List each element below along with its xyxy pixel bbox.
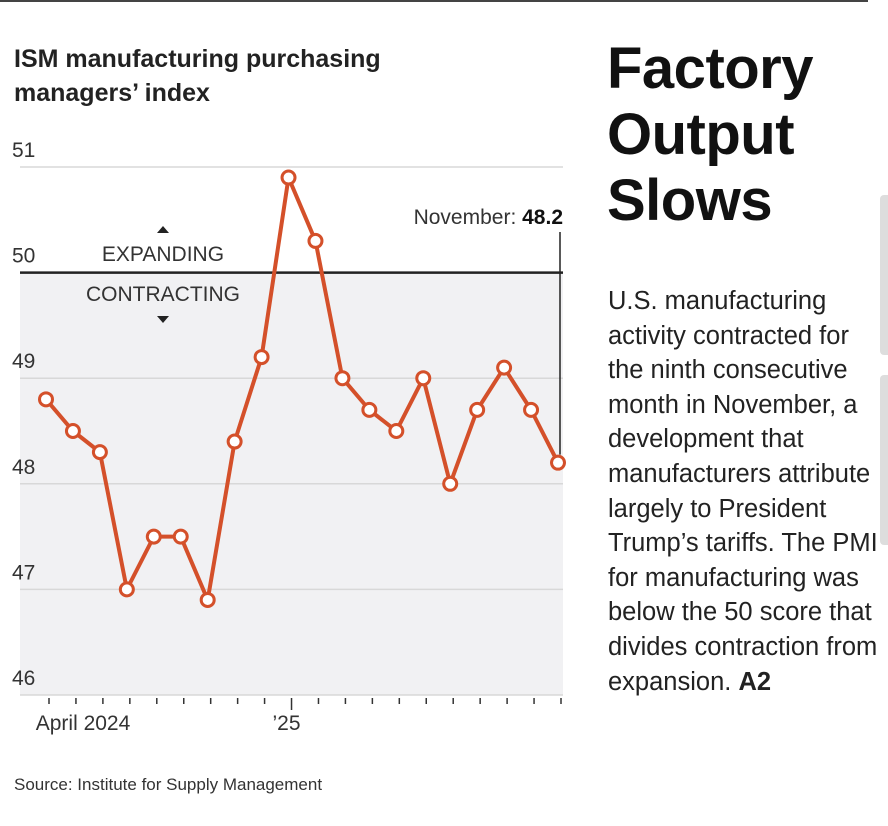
data-point: [145, 528, 162, 545]
data-point: [91, 444, 108, 461]
summary-text: U.S. manufacturing activity contracted f…: [608, 287, 878, 696]
data-point: [334, 370, 351, 387]
article-summary: U.S. manufacturing activity contracted f…: [608, 284, 883, 699]
chart: 46 47 48 49 50 51 April 2024 ’25 EXPANDING CONTRA…: [12, 139, 566, 735]
chart-source: Source: Institute for Supply Management: [14, 775, 323, 794]
data-point: [64, 423, 81, 439]
annotation-value: 48.2: [522, 206, 563, 229]
y-tick-label: 48: [12, 456, 35, 479]
data-point: [118, 581, 135, 598]
data-point: [38, 391, 54, 408]
contracting-label: CONTRACTING: [86, 283, 240, 306]
y-tick-label: 46: [12, 667, 35, 690]
y-tick-label: 50: [12, 245, 35, 268]
down-arrow-icon: [157, 316, 169, 323]
data-point: [550, 454, 566, 471]
data-point: [253, 349, 270, 366]
data-point: [199, 591, 216, 608]
headline: Factory Output Slows: [607, 36, 814, 234]
annotation-label: November: 48.2: [414, 206, 563, 229]
y-tick-label: 47: [12, 561, 35, 584]
data-point: [496, 359, 513, 376]
data-point: [469, 401, 486, 418]
series-line: [44, 175, 560, 602]
y-tick-label: 51: [12, 139, 35, 162]
data-point: [388, 423, 405, 439]
y-tick-label: 49: [12, 350, 35, 373]
data-point: [523, 401, 540, 418]
top-rule: [0, 0, 868, 2]
data-point: [226, 433, 243, 450]
data-point: [280, 169, 297, 186]
x-tick-label: ’25: [273, 712, 301, 735]
data-point: [415, 370, 432, 387]
up-arrow-icon: [157, 226, 169, 233]
data-point: [307, 232, 324, 249]
page-reference: A2: [738, 667, 772, 696]
expanding-label: EXPANDING: [102, 243, 224, 266]
data-point: [361, 401, 378, 418]
headline-line: Factory: [607, 36, 814, 101]
data-point: [172, 528, 189, 545]
side-scroll-edge: [880, 195, 888, 355]
data-point: [442, 475, 459, 492]
headline-line: Slows: [607, 168, 773, 233]
headline-line: Output: [607, 102, 795, 167]
x-tick-label: April 2024: [36, 712, 131, 735]
chart-title: ISM manufacturing purchasing managers’ i…: [14, 45, 381, 107]
annotation-month: November:: [414, 206, 523, 229]
side-scroll-edge: [880, 375, 888, 545]
